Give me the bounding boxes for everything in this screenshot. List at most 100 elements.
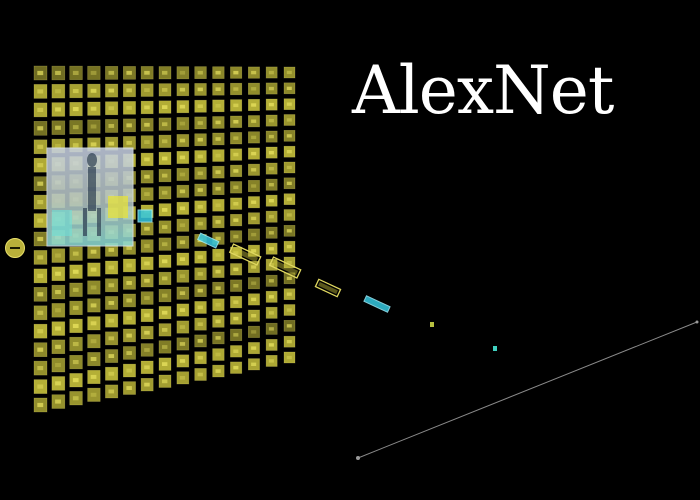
pool1-block[interactable]: [197, 232, 220, 249]
feature-map-cell[interactable]: [158, 134, 172, 148]
feature-map-cell[interactable]: [194, 66, 207, 79]
feature-map-cell[interactable]: [194, 250, 207, 264]
feature-map-cell[interactable]: [212, 298, 225, 311]
feature-map-cell[interactable]: [212, 99, 225, 113]
feature-map-cell[interactable]: [194, 368, 207, 381]
feature-map-cell[interactable]: [33, 305, 48, 321]
feature-map-cell[interactable]: [176, 371, 190, 385]
feature-map-cell[interactable]: [69, 65, 83, 80]
feature-map-cell[interactable]: [248, 277, 260, 290]
feature-map-cell[interactable]: [283, 351, 296, 364]
feature-map-cell[interactable]: [230, 181, 243, 194]
feature-map-cell[interactable]: [248, 82, 260, 95]
feature-map-cell[interactable]: [248, 131, 260, 144]
feature-map-cell[interactable]: [140, 291, 154, 305]
input-image[interactable]: [46, 147, 134, 247]
feature-map-cell[interactable]: [176, 269, 190, 283]
feature-map-cell[interactable]: [212, 348, 225, 361]
fc-layers[interactable]: [430, 322, 497, 351]
feature-map-cell[interactable]: [51, 303, 66, 318]
feature-map-cell[interactable]: [194, 317, 207, 331]
feature-map-cell[interactable]: [194, 116, 207, 130]
feature-map-cell[interactable]: [158, 66, 172, 80]
fc7-node[interactable]: [493, 346, 497, 351]
feature-map-cell[interactable]: [51, 248, 66, 263]
feature-map-cell[interactable]: [283, 66, 296, 79]
conv2-block[interactable]: [228, 243, 262, 266]
feature-map-cell[interactable]: [105, 101, 119, 116]
feature-map-cell[interactable]: [105, 313, 119, 328]
feature-map-cell[interactable]: [33, 323, 48, 339]
feature-map-cell[interactable]: [230, 345, 243, 358]
feature-map-cell[interactable]: [140, 83, 154, 97]
conv-layer-blocks[interactable]: [137, 209, 391, 313]
feature-map-cell[interactable]: [158, 83, 172, 97]
feature-map-cell[interactable]: [194, 150, 207, 163]
feature-map-cell[interactable]: [69, 354, 83, 370]
feature-map-cell[interactable]: [158, 117, 172, 131]
feature-map-cell[interactable]: [33, 84, 48, 99]
feature-map-cell[interactable]: [212, 149, 225, 162]
feature-map-cell[interactable]: [140, 187, 154, 201]
fc6-node[interactable]: [430, 322, 434, 327]
feature-map-cell[interactable]: [248, 228, 260, 241]
feature-map-cell[interactable]: [265, 162, 278, 175]
feature-map-cell[interactable]: [123, 363, 136, 378]
feature-map-cell[interactable]: [283, 114, 296, 126]
feature-map-cell[interactable]: [265, 210, 278, 223]
feature-map-cell[interactable]: [51, 84, 66, 99]
feature-map-cell[interactable]: [87, 119, 101, 134]
feature-map-cell[interactable]: [283, 304, 296, 316]
feature-map-cell[interactable]: [69, 391, 83, 406]
feature-map-cell[interactable]: [140, 135, 154, 149]
feature-map-cell[interactable]: [265, 258, 278, 271]
feature-map-cell[interactable]: [158, 340, 172, 354]
feature-map-cell[interactable]: [230, 148, 243, 161]
feature-map-cell[interactable]: [230, 197, 243, 210]
feature-map-cell[interactable]: [194, 267, 207, 281]
feature-map-cell[interactable]: [265, 306, 278, 319]
feature-map-cell[interactable]: [123, 101, 136, 115]
feature-map-cell[interactable]: [230, 99, 243, 112]
conv1-block[interactable]: [137, 209, 153, 223]
feature-map-cell[interactable]: [105, 260, 119, 275]
feature-map-cell[interactable]: [194, 166, 207, 180]
feature-map-cell[interactable]: [33, 139, 48, 155]
feature-map-cell[interactable]: [230, 132, 243, 145]
feature-map-cell[interactable]: [69, 300, 83, 316]
feature-map-cell[interactable]: [230, 295, 243, 309]
feature-map-cell[interactable]: [140, 239, 154, 253]
feature-map-cell[interactable]: [87, 280, 101, 295]
feature-map-cell[interactable]: [176, 320, 190, 334]
feature-map-cell[interactable]: [194, 301, 207, 314]
feature-map-cell[interactable]: [123, 258, 136, 273]
feature-map-cell[interactable]: [33, 268, 48, 284]
feature-map-cell[interactable]: [158, 237, 172, 251]
feature-map-cell[interactable]: [230, 230, 243, 243]
feature-map-cell[interactable]: [87, 334, 101, 349]
feature-map-cell[interactable]: [283, 209, 296, 221]
conv4-block[interactable]: [314, 278, 342, 298]
feature-map-cell[interactable]: [158, 186, 172, 200]
pool5-block[interactable]: [363, 295, 391, 313]
feature-map-cell[interactable]: [248, 180, 260, 193]
feature-map-cell[interactable]: [69, 336, 83, 352]
feature-map-cell[interactable]: [176, 168, 190, 181]
feature-map-cell[interactable]: [69, 83, 83, 99]
feature-map-cell[interactable]: [230, 82, 243, 96]
feature-map-cell[interactable]: [69, 246, 83, 261]
feature-map-cell[interactable]: [176, 66, 190, 80]
feature-map-cell[interactable]: [230, 328, 243, 342]
feature-map-cell[interactable]: [87, 387, 101, 402]
feature-map-cell[interactable]: [194, 200, 207, 214]
feature-map-cell[interactable]: [265, 354, 278, 367]
feature-map-cell[interactable]: [176, 218, 190, 232]
conv3-block[interactable]: [268, 256, 302, 279]
feature-map-cell[interactable]: [105, 366, 119, 381]
feature-map-cell[interactable]: [33, 379, 48, 394]
feature-map-cell[interactable]: [265, 66, 278, 79]
feature-map-cell[interactable]: [176, 117, 190, 131]
output-layer[interactable]: [356, 320, 699, 461]
collapse-layer-button[interactable]: [5, 238, 25, 258]
